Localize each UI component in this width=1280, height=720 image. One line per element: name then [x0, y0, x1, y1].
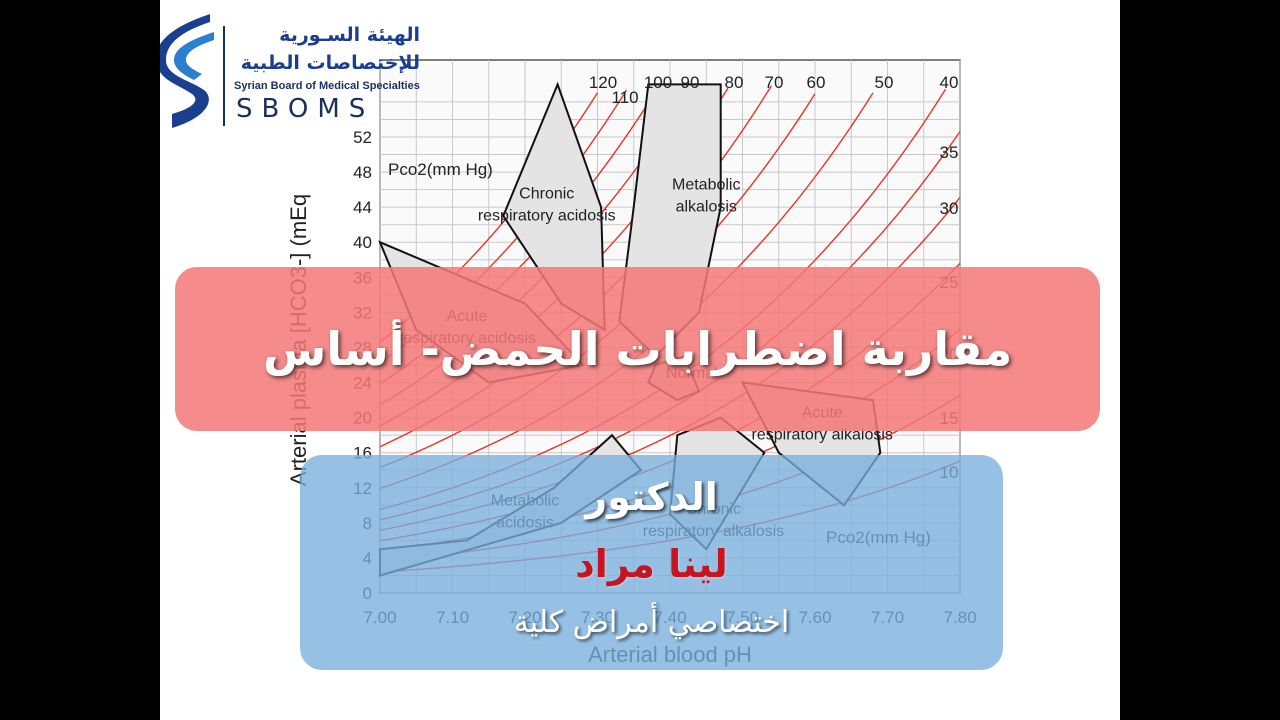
logo-english-name: Syrian Board of Medical Specialties	[234, 80, 420, 92]
region-label: Chronic	[519, 185, 574, 202]
isobar-value-label: 50	[875, 73, 894, 92]
y-tick-label: 48	[353, 163, 372, 182]
sboms-logo: الهيئة السـورية للإختصاصات الطبية Syrian…	[160, 14, 420, 134]
sboms-emblem-icon	[160, 14, 214, 128]
isobar-value-label: 110	[611, 88, 638, 107]
isobar-value-label: 80	[725, 73, 744, 92]
slide: Chronic respiratory acidosis Metabolic alka…	[160, 0, 1120, 720]
logo-abbreviation: SBOMS	[236, 94, 375, 124]
y-tick-label: 44	[353, 198, 372, 217]
region-label: respiratory acidosis	[478, 207, 616, 224]
logo-arabic-line2: للإختصاصات الطبية	[240, 52, 420, 74]
isobar-value-label: 100	[644, 73, 672, 92]
isobar-value-label: 120	[589, 73, 617, 92]
logo-divider	[223, 26, 225, 126]
speaker-box: الدكتور لينا مراد اختصاصي أمراض كلية	[300, 455, 1003, 670]
isobar-value-label: 35	[940, 143, 959, 162]
y-tick-label: 52	[353, 128, 372, 147]
title-banner: مقاربة اضطرابات الحمض- أساس	[175, 267, 1100, 431]
isobar-value-label: 70	[765, 73, 784, 92]
speaker-specialty: اختصاصي أمراض كلية	[513, 605, 790, 640]
isobar-value-label: 60	[807, 73, 826, 92]
y-tick-label: 40	[353, 233, 372, 252]
isobar-value-label: 90	[681, 73, 700, 92]
isobar-value-label: 40	[940, 73, 959, 92]
logo-arabic-line1: الهيئة السـورية	[279, 24, 420, 46]
region-label: Metabolic	[672, 177, 740, 194]
lecture-title: مقاربة اضطرابات الحمض- أساس	[262, 322, 1013, 376]
speaker-role: الدكتور	[585, 475, 718, 519]
region-label: alkalosis	[676, 199, 737, 216]
isobar-value-label: 30	[940, 199, 959, 218]
isobar-label-top: Pco2(mm Hg)	[388, 160, 493, 179]
speaker-name: لينا مراد	[575, 542, 728, 586]
